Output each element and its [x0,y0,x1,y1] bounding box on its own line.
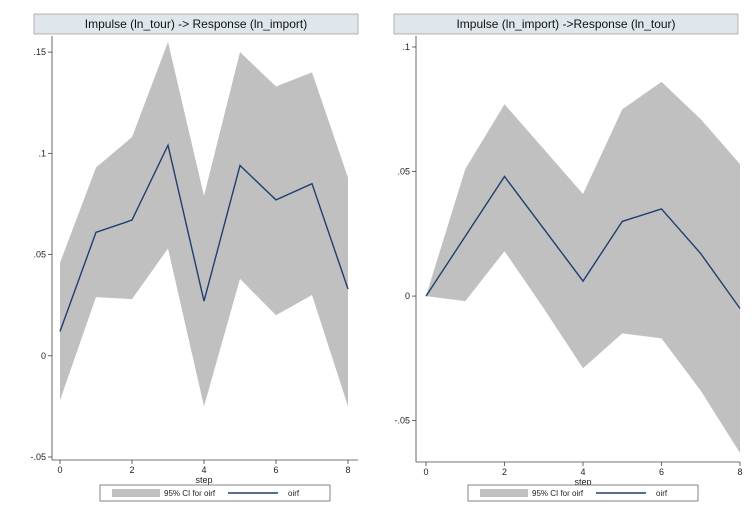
x-tick-label: 4 [201,465,206,475]
y-tick-label: .1 [402,42,410,52]
chart-title: Impulse (ln_import) ->Response (ln_tour) [456,17,675,31]
y-tick-label: 0 [405,291,410,301]
y-tick-label: .05 [397,167,410,177]
legend: 95% CI for oirf oirf [467,484,699,502]
x-tick-label: 6 [273,465,278,475]
ci-band [60,42,348,407]
title-bar [393,13,739,35]
x-tick-label: 8 [345,465,350,475]
legend-ci-label: 95% CI for oirf [164,489,216,498]
x-tick-label: 2 [129,465,134,475]
x-tick-label: 0 [57,465,62,475]
x-tick-label: 6 [659,467,664,477]
oirf-line [59,143,349,332]
chart-panel-right: Impulse (ln_import) ->Response (ln_tour)… [386,13,752,519]
y-tick-label: 0 [41,351,46,361]
x-tick-label: 8 [737,467,742,477]
legend-oirf-label: oirf [288,489,300,498]
title-bar [33,13,359,35]
ci-band [426,81,740,454]
y-tick-label: -.05 [30,452,46,462]
chart-title: Impulse (ln_tour) -> Response (ln_import… [85,17,307,31]
y-tick-label: .1 [38,148,46,158]
legend: 95% CI for oirf oirf [99,484,331,502]
legend-ci-swatch [480,489,528,497]
x-axis-label: step [195,475,212,485]
x-tick-label: 2 [502,467,507,477]
y-tick-label: .05 [33,250,46,260]
chart-left: Impulse (ln_tour) -> Response (ln_import… [30,13,359,502]
legend-ci-swatch [112,489,160,497]
chart-panel-left: Impulse (ln_tour) -> Response (ln_import… [14,13,370,519]
x-tick-label: 4 [580,467,585,477]
legend-ci-label: 95% CI for oirf [532,489,584,498]
x-tick-label: 0 [423,467,428,477]
y-tick-label: -.05 [394,416,410,426]
y-tick-label: .15 [33,47,46,57]
legend-oirf-label: oirf [656,489,668,498]
oirf-line [425,175,741,309]
x-axis-label: step [574,477,591,487]
chart-right: Impulse (ln_import) ->Response (ln_tour)… [393,13,743,502]
